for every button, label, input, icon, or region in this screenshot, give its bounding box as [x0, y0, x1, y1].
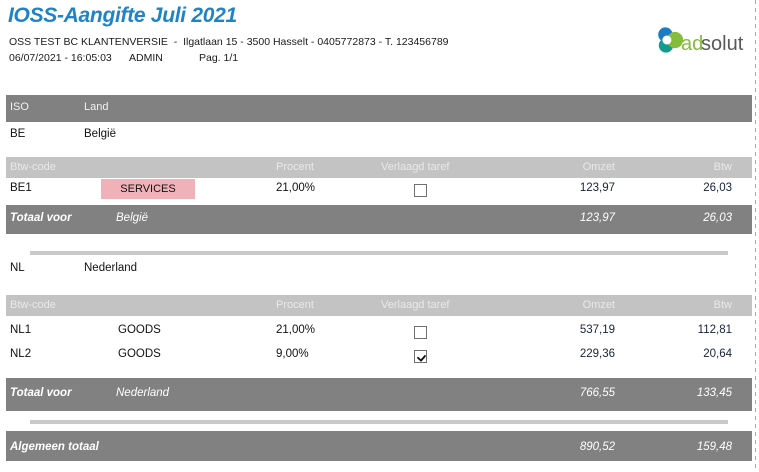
svg-text:ad: ad: [681, 33, 703, 55]
svg-text:solut: solut: [701, 33, 744, 55]
